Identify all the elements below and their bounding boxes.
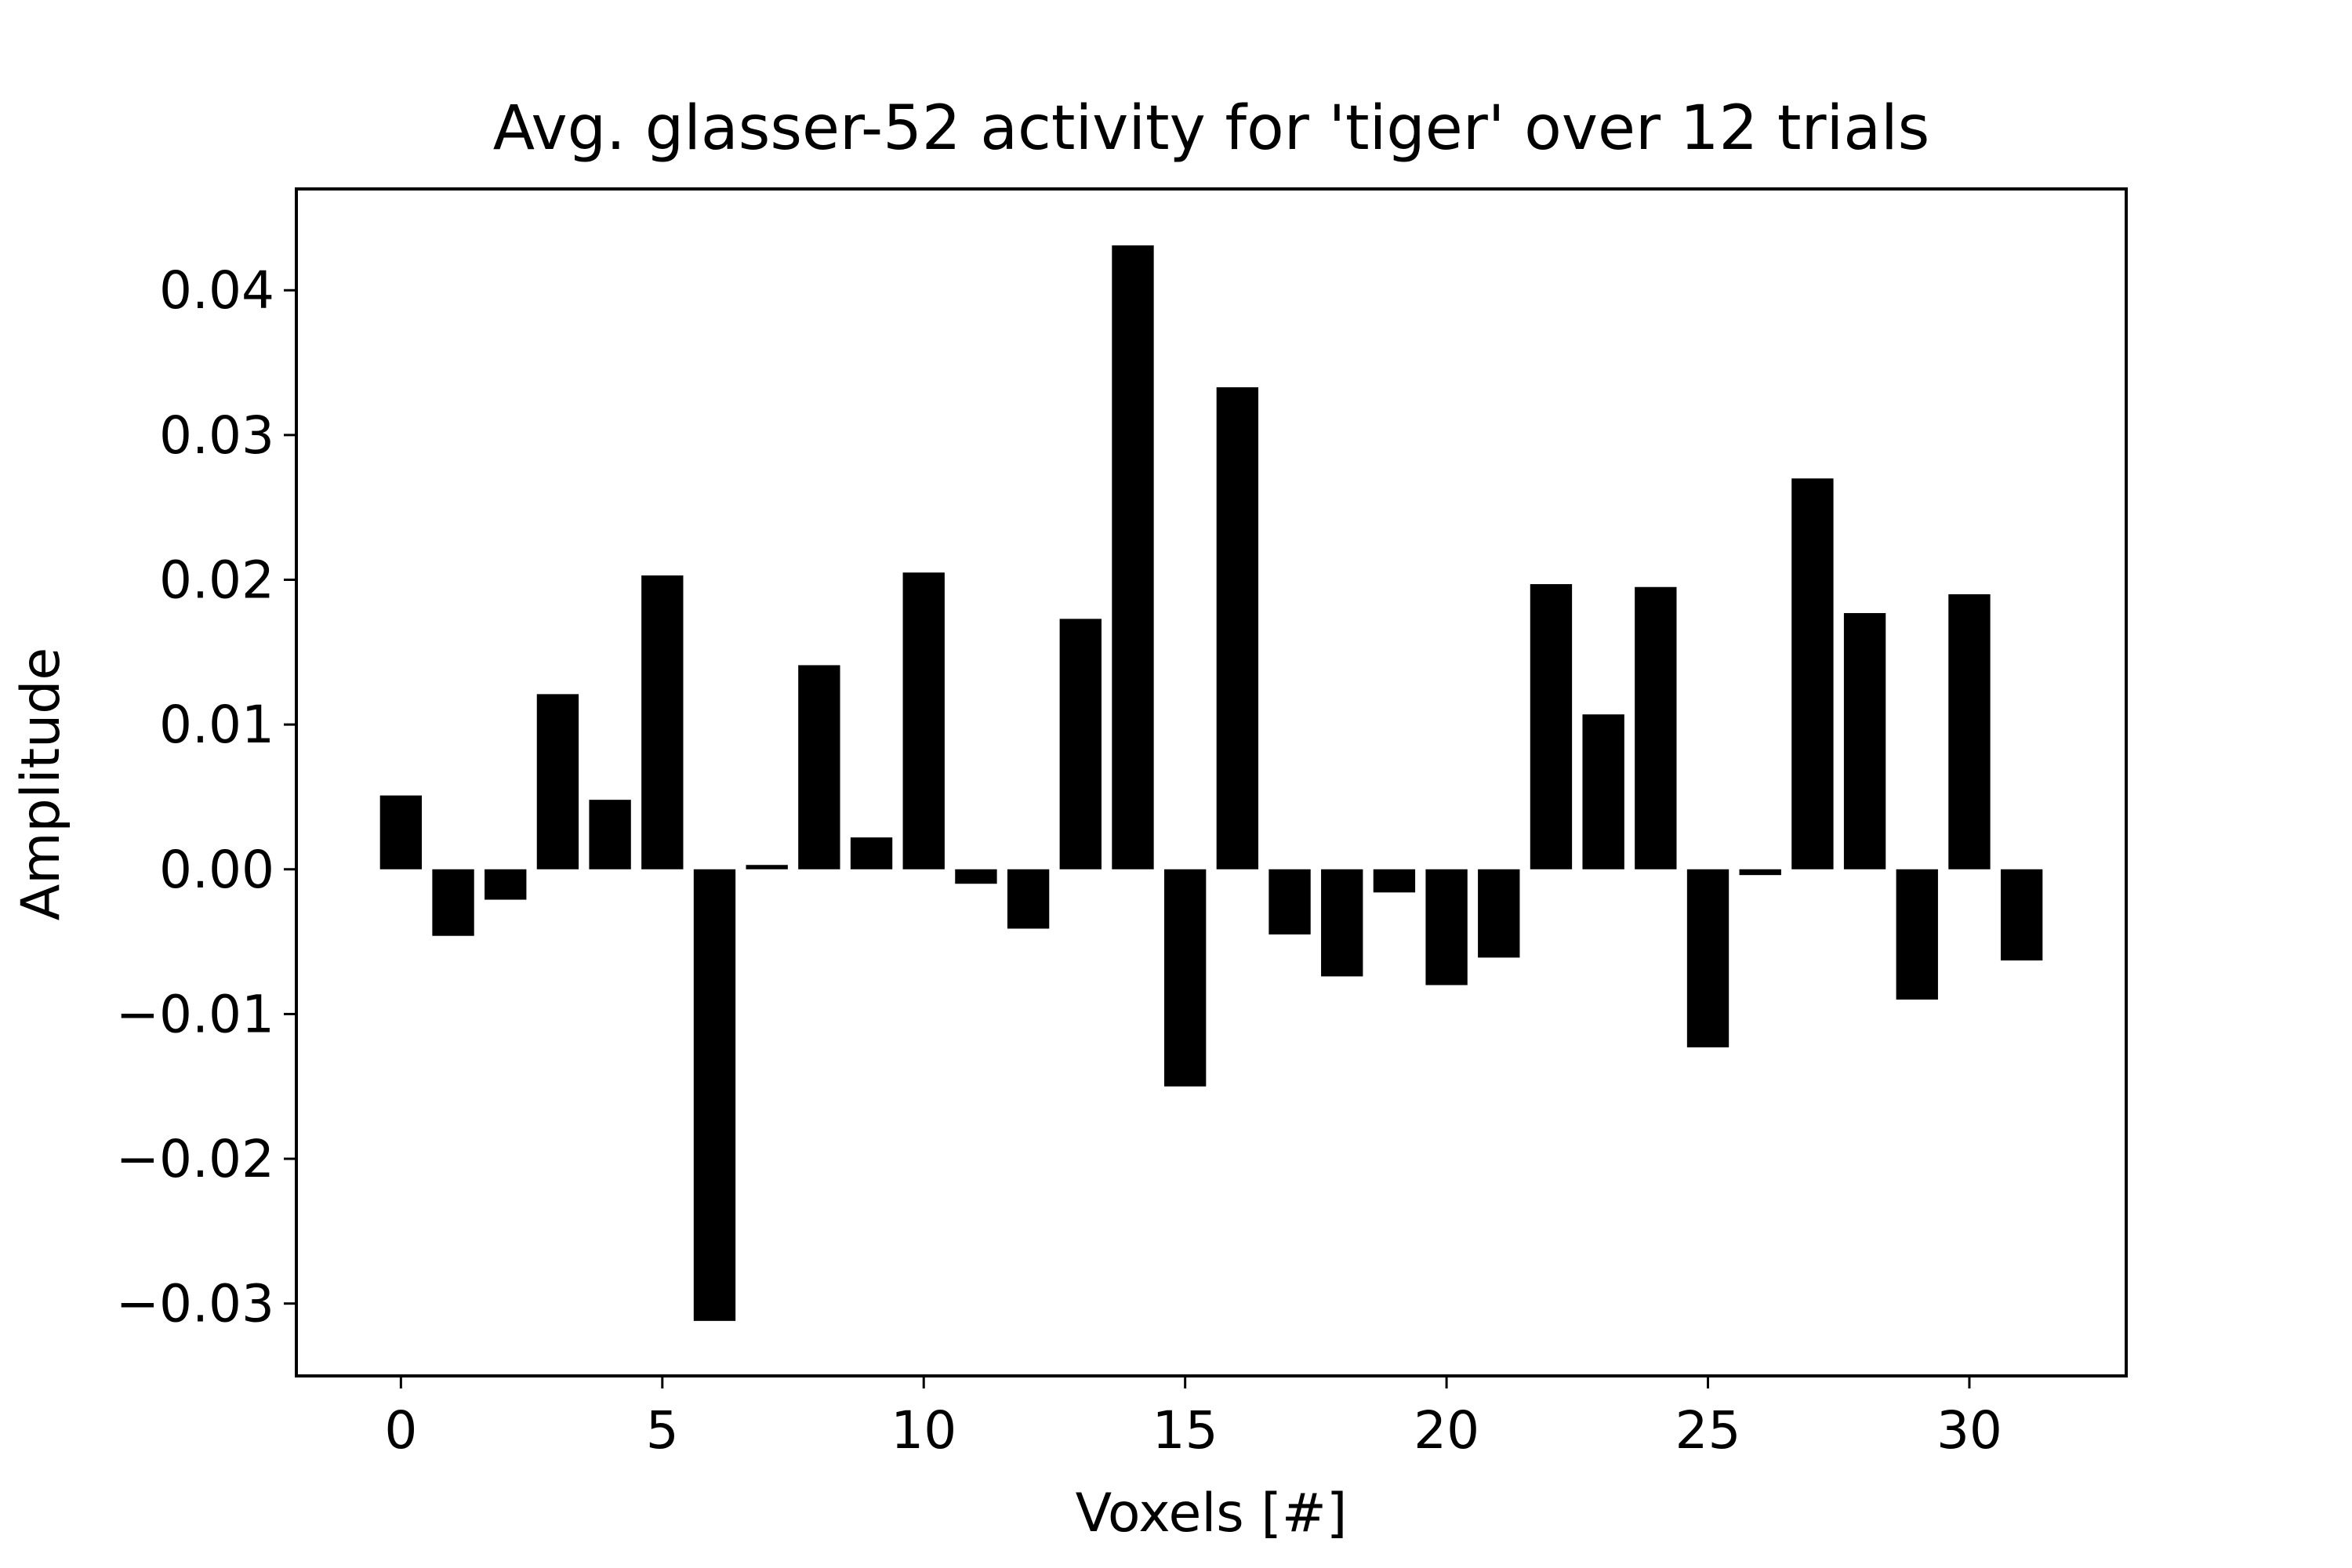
bar-voxel-6: [693, 869, 736, 1321]
bar-voxel-4: [589, 800, 631, 869]
bars-group: [379, 245, 2043, 1321]
bar-voxel-12: [1007, 869, 1050, 929]
bar-voxel-27: [1791, 478, 1834, 869]
x-tick-label: 0: [384, 1400, 417, 1461]
x-tick-label: 25: [1675, 1400, 1741, 1461]
y-tick-label: −0.02: [116, 1129, 274, 1189]
bar-voxel-24: [1635, 586, 1677, 869]
bar-voxel-18: [1321, 869, 1363, 977]
bar-voxel-29: [1896, 869, 1938, 1000]
chart-title: Avg. glasser-52 activity for 'tiger' ove…: [493, 93, 1930, 164]
bar-voxel-8: [798, 665, 840, 869]
bar-voxel-3: [536, 694, 579, 869]
bar-voxel-2: [485, 869, 527, 900]
bar-voxel-7: [746, 865, 788, 869]
bar-voxel-9: [850, 837, 893, 869]
bar-voxel-21: [1478, 869, 1520, 958]
y-tick-label: 0.01: [159, 695, 274, 755]
bar-voxel-30: [1948, 593, 1991, 869]
bar-voxel-19: [1373, 869, 1416, 893]
bar-voxel-5: [641, 575, 684, 869]
bar-voxel-11: [955, 869, 997, 884]
bar-voxel-28: [1843, 612, 1886, 869]
x-tick-label: 30: [1936, 1400, 2002, 1461]
bar-voxel-17: [1269, 869, 1311, 935]
bar-voxel-25: [1686, 869, 1730, 1047]
bar-voxel-31: [2000, 869, 2043, 961]
bar-voxel-23: [1582, 714, 1624, 869]
bar-voxel-10: [902, 572, 945, 869]
x-tick-label: 5: [646, 1400, 679, 1461]
bar-voxel-20: [1425, 869, 1468, 985]
bar-voxel-14: [1112, 245, 1154, 869]
bar-voxel-15: [1163, 869, 1207, 1087]
bar-voxel-0: [379, 795, 423, 869]
x-tick-label: 10: [891, 1400, 956, 1461]
x-axis-label: Voxels [#]: [1076, 1483, 1348, 1544]
y-tick-label: −0.01: [116, 984, 274, 1044]
y-tick-label: −0.03: [116, 1274, 274, 1334]
bar-voxel-13: [1059, 619, 1102, 869]
bar-voxel-1: [432, 869, 474, 936]
x-tick-label: 20: [1414, 1400, 1479, 1461]
y-tick-label: 0.02: [159, 550, 274, 611]
y-axis-label: Amplitude: [10, 648, 72, 920]
plot-area-frame: [295, 187, 2128, 1377]
y-tick-label: 0.04: [159, 260, 274, 321]
bar-voxel-22: [1530, 584, 1573, 869]
ticks-group: 0 5 10 15 20 25 30 −0.03 −0.02 −0.01 0.00 0.01 0.02 0…: [116, 260, 2002, 1461]
y-tick-label: 0.00: [159, 840, 274, 900]
bar-voxel-16: [1216, 387, 1259, 869]
y-tick-label: 0.03: [159, 405, 274, 466]
bar-voxel-26: [1739, 869, 1781, 876]
x-tick-label: 15: [1152, 1400, 1218, 1461]
